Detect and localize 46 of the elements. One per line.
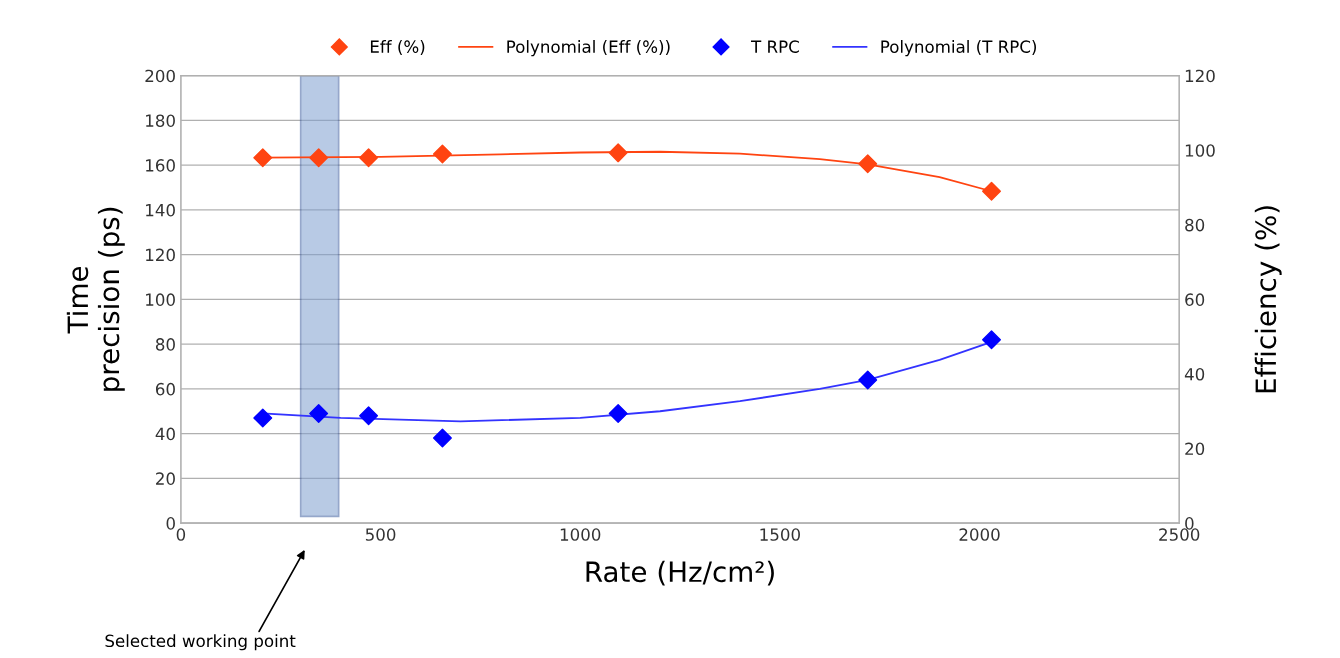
x-tick-label: 2000 — [959, 528, 1000, 541]
text: Selected working point — [105, 634, 296, 651]
y2-tick-label: 0 — [1185, 517, 1194, 530]
y2-tick-label: 100 — [1185, 144, 1215, 157]
x-axis-title: Rate (Hz/cm²) — [586, 560, 774, 586]
point — [982, 330, 1001, 350]
x-tick-label: 1000 — [560, 528, 601, 541]
legend-label: Polynomial (T RPC) — [881, 40, 1037, 57]
legend-label: Eff (%) — [370, 40, 425, 55]
point — [858, 154, 878, 174]
y-tick-label: 160 — [146, 159, 175, 172]
y-tick-label: 180 — [146, 114, 175, 127]
y-tick-label: 80 — [155, 338, 175, 351]
y2-tick-label: 120 — [1185, 69, 1215, 83]
point — [253, 148, 273, 168]
y2-axis-title: Efficiency (%) — [1254, 206, 1282, 393]
y-tick-label: 20 — [156, 472, 175, 485]
y-tick-label: 200 — [145, 69, 175, 83]
y-tick-label: 40 — [155, 427, 175, 441]
x-tick-label: 0 — [176, 528, 186, 541]
point — [432, 428, 452, 448]
point — [432, 144, 452, 164]
point — [608, 404, 628, 423]
legend-label: Polynomial (Eff (%)) — [507, 40, 670, 57]
y-tick-label: 140 — [146, 203, 175, 217]
y-tick-label: 60 — [155, 382, 175, 396]
y2-tick-label: 40 — [1184, 367, 1205, 381]
y-tick-label: 0 — [166, 517, 175, 530]
point — [608, 143, 628, 163]
y-tick-label: 100 — [146, 293, 175, 306]
y-axis-title: Time precision (ps) — [66, 207, 125, 391]
point — [982, 181, 1001, 201]
x-tick-label: 500 — [365, 528, 396, 541]
x-tick-label: 2500 — [1159, 528, 1200, 541]
y2-tick-label: 60 — [1185, 293, 1205, 306]
point — [253, 408, 273, 428]
point — [858, 370, 878, 390]
y2-tick-label: 80 — [1185, 218, 1205, 232]
x-tick-label: 1500 — [760, 528, 800, 541]
point — [309, 148, 329, 168]
point — [359, 148, 379, 168]
legend-label: T RPC — [750, 40, 799, 53]
y2-tick-label: 20 — [1185, 442, 1205, 456]
point — [359, 406, 379, 426]
y-tick-label: 120 — [146, 248, 175, 262]
point — [309, 404, 329, 423]
